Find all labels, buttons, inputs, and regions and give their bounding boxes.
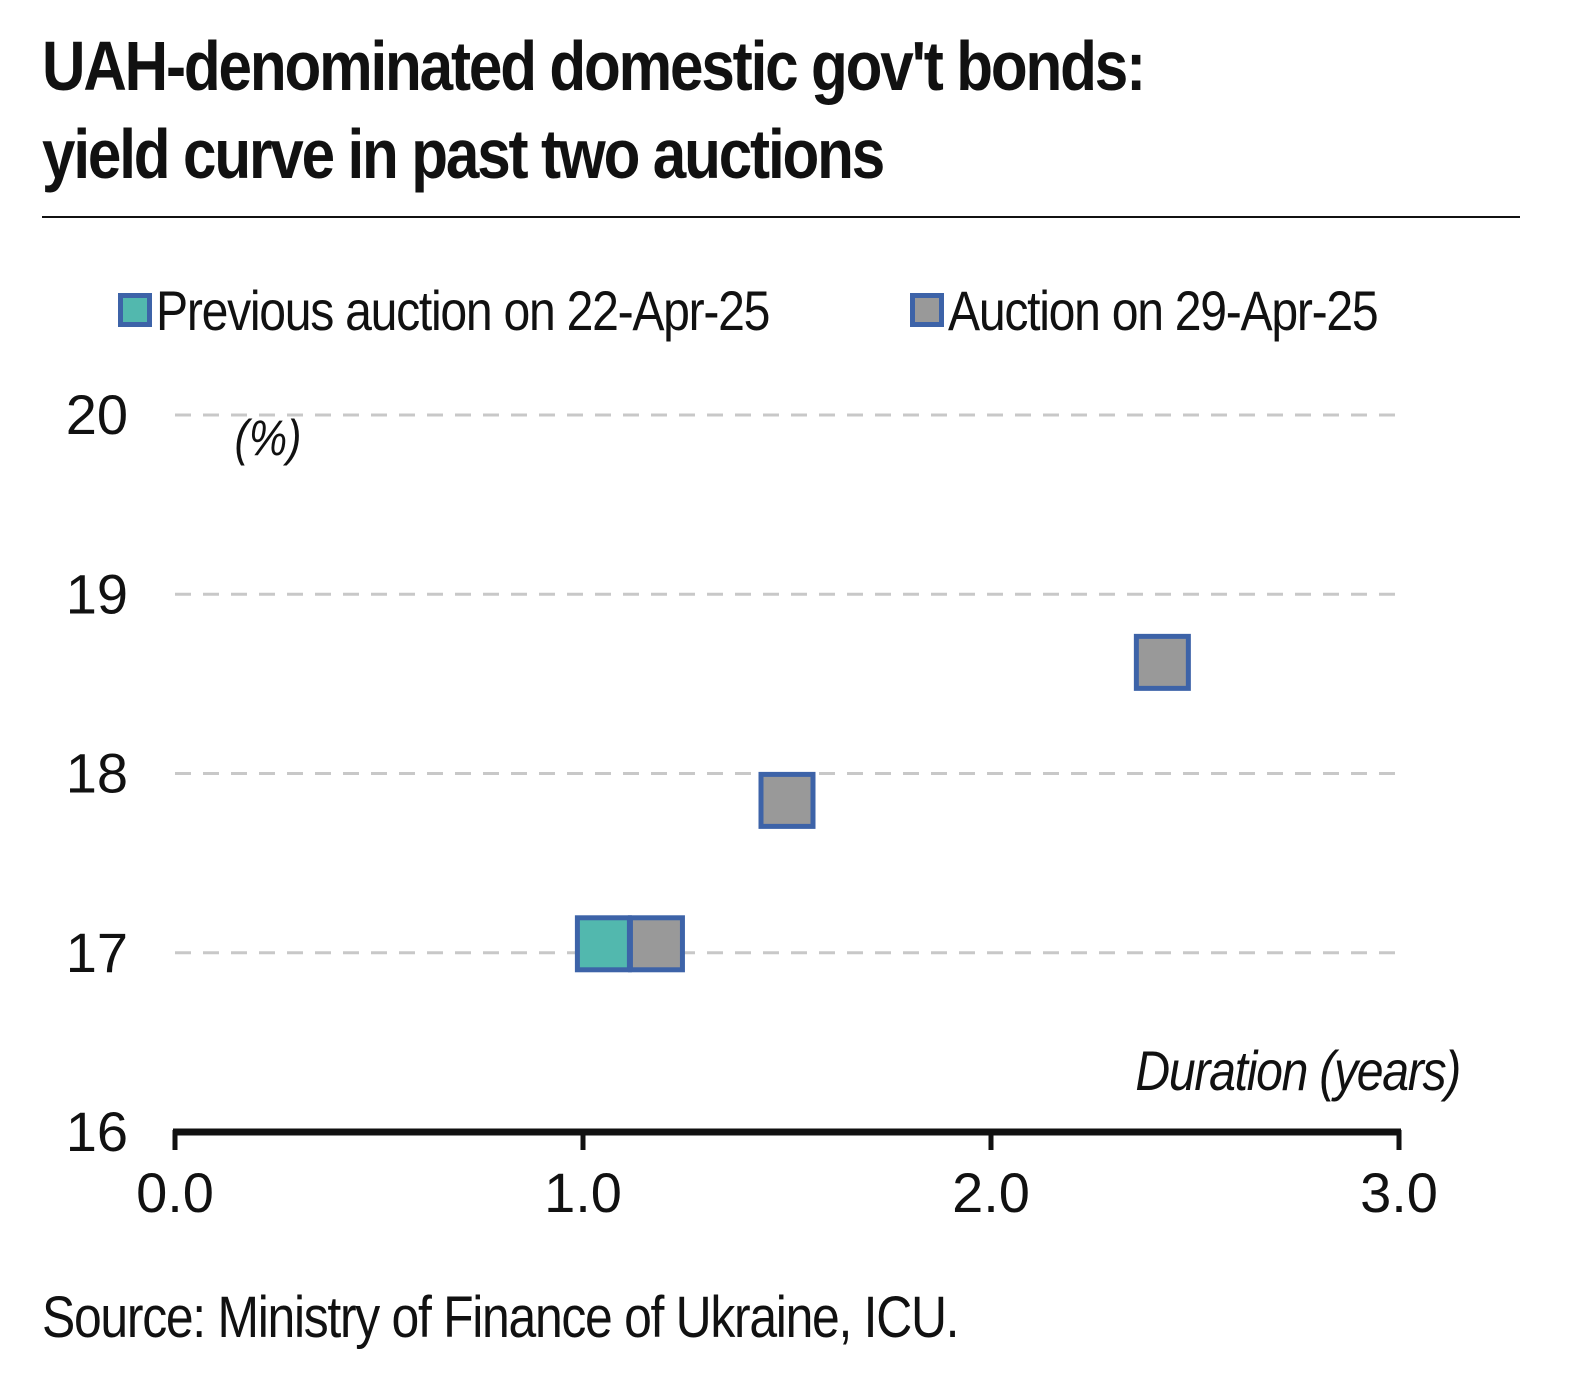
legend-label-previous: Previous auction on 22-Apr-25	[156, 278, 770, 342]
legend-swatch-previous	[118, 293, 152, 327]
x-tick-label: 3.0	[1360, 1161, 1438, 1224]
chart-title-line-1: UAH-denominated domestic gov't bonds:	[42, 27, 1146, 105]
y-tick-label: 19	[66, 562, 128, 625]
chart-source: Source: Ministry of Finance of Ukraine, …	[42, 1285, 960, 1350]
legend-item-previous: Previous auction on 22-Apr-25	[118, 270, 869, 350]
y-tick-label: 18	[66, 742, 128, 805]
yield-scatter-chart: 16 17 18 19 20 0.0 1.0 2.0 3.0 (%) Duration (ye…	[66, 383, 1462, 1224]
data-point-series-2-2	[758, 771, 816, 829]
legend-label-current: Auction on 29-Apr-25	[948, 278, 1379, 342]
x-tick-label: 0.0	[136, 1161, 214, 1224]
chart-title-line-2: yield curve in past two auctions	[42, 115, 885, 193]
x-axis	[172, 1128, 1402, 1150]
chart-title: UAH-denominated domestic gov't bonds: yi…	[42, 22, 1315, 198]
y-tick-label: 20	[66, 383, 128, 446]
x-tick-label: 2.0	[952, 1161, 1030, 1224]
data-point-series-2-1	[627, 915, 685, 973]
chart-legend: Previous auction on 22-Apr-25 Auction on…	[0, 270, 1572, 350]
data-point-series-1-1	[574, 915, 632, 973]
data-points	[574, 633, 1191, 973]
title-divider	[42, 216, 1520, 218]
legend-swatch-current	[910, 293, 944, 327]
data-point-series-2-3	[1133, 633, 1191, 691]
x-axis-label: Duration (years)	[1135, 1041, 1460, 1103]
y-tick-label: 16	[66, 1100, 128, 1163]
x-tick-labels: 0.0 1.0 2.0 3.0	[136, 1161, 1438, 1224]
legend-item-current: Auction on 29-Apr-25	[910, 270, 1447, 350]
gridlines	[175, 413, 1399, 955]
y-tick-label: 17	[66, 921, 128, 984]
y-tick-labels: 16 17 18 19 20	[66, 383, 128, 1163]
y-axis-unit-label: (%)	[235, 410, 302, 466]
x-tick-label: 1.0	[544, 1161, 622, 1224]
axis-labels: (%) Duration (years)	[235, 410, 1462, 1103]
